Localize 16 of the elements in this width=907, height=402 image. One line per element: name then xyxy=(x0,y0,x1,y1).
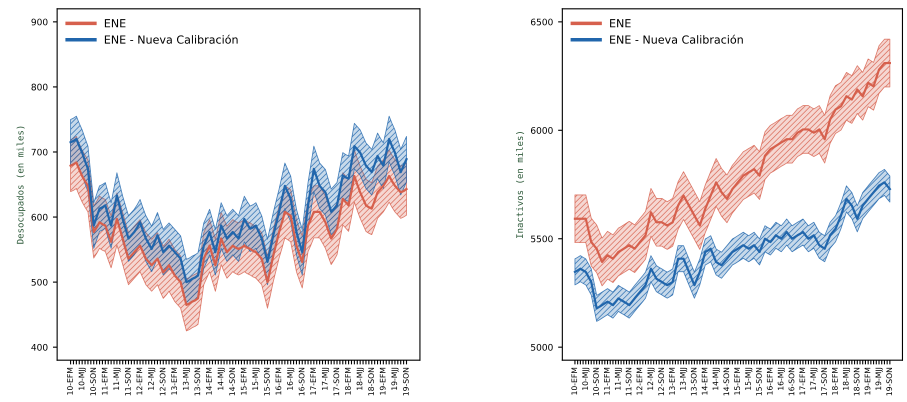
y-axis-title: Desocupados (en miles) xyxy=(16,126,26,244)
y-tick-label: 500 xyxy=(32,278,48,286)
y-tick-label: 400 xyxy=(31,344,48,351)
y-tick-label: 700 xyxy=(32,148,48,156)
y-tick-label: 5500 xyxy=(531,235,553,242)
legend-label: ENE - Nueva Calibración xyxy=(104,34,238,44)
y-tick-label: 6000 xyxy=(530,127,553,134)
y-tick-label: 6500 xyxy=(530,18,553,26)
legend-label: ENE xyxy=(610,19,631,28)
y-tick-label: 800 xyxy=(31,84,48,90)
y-tick-label: 900 xyxy=(31,18,48,26)
y-tick-label: 5000 xyxy=(531,344,553,351)
legend-label: ENE - Nueva Calibración xyxy=(610,34,743,44)
legend-label: ENE xyxy=(104,19,126,28)
y-tick-label: 600 xyxy=(32,214,48,221)
y-axis-title: Inactivos (en miles) xyxy=(516,132,524,238)
